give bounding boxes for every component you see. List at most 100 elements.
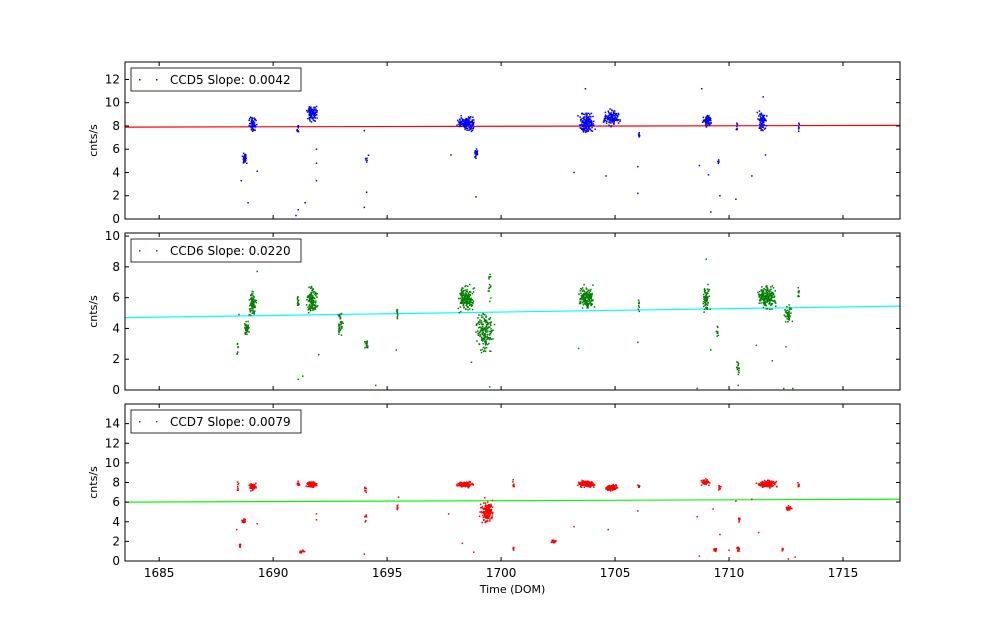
data-point <box>308 109 311 112</box>
data-point <box>485 336 487 339</box>
data-point <box>706 121 708 123</box>
data-point <box>582 119 584 122</box>
data-point <box>252 290 254 293</box>
data-point <box>297 480 299 483</box>
data-point <box>315 114 318 116</box>
data-point <box>312 481 315 483</box>
data-point <box>484 502 487 504</box>
data-point <box>475 331 477 333</box>
data-point <box>297 301 299 303</box>
data-point <box>696 387 698 390</box>
data-point <box>702 116 705 119</box>
data-point <box>611 109 613 111</box>
data-point <box>364 341 366 343</box>
data-point <box>470 299 472 301</box>
data-point <box>716 332 719 334</box>
data-point <box>770 292 773 295</box>
data-point <box>797 294 800 297</box>
data-point <box>488 515 490 518</box>
data-point <box>247 326 249 329</box>
data-point <box>481 323 483 326</box>
data-point <box>787 506 789 508</box>
data-point <box>704 299 706 302</box>
data-point <box>766 115 768 117</box>
data-point <box>703 482 706 484</box>
data-point <box>472 302 474 305</box>
data-point <box>309 293 311 296</box>
data-point <box>465 308 467 310</box>
data-point <box>462 289 465 292</box>
data-point <box>760 483 762 485</box>
data-point <box>467 116 470 118</box>
data-point <box>581 297 584 299</box>
data-point <box>253 304 256 307</box>
x-tick-label: 1695 <box>372 566 403 580</box>
data-point <box>770 296 773 299</box>
data-point <box>312 288 314 290</box>
data-point <box>252 124 255 127</box>
data-point <box>460 125 462 128</box>
data-point <box>475 148 478 150</box>
data-point <box>763 479 766 482</box>
data-point <box>314 106 316 109</box>
data-point <box>589 121 591 124</box>
y-tick-label: 2 <box>112 352 120 366</box>
data-point <box>340 323 342 325</box>
data-point <box>735 500 737 502</box>
data-point <box>617 112 620 115</box>
data-point <box>469 481 471 483</box>
data-point <box>797 481 799 484</box>
data-point <box>717 326 719 329</box>
data-point <box>603 120 605 123</box>
data-point <box>760 129 762 132</box>
x-axis-label: Time (DOM) <box>479 583 546 596</box>
data-point <box>237 483 239 486</box>
data-point <box>480 339 483 341</box>
data-point <box>579 116 581 118</box>
data-point <box>247 327 249 330</box>
data-point <box>493 323 496 326</box>
data-point <box>486 343 489 346</box>
data-point <box>310 115 313 117</box>
data-point <box>484 507 487 510</box>
data-point <box>775 305 777 308</box>
data-point <box>707 120 710 123</box>
data-point <box>638 486 640 488</box>
data-point <box>486 505 488 507</box>
data-point <box>738 519 741 522</box>
data-point <box>472 484 474 486</box>
data-point <box>701 121 704 124</box>
data-point <box>591 126 593 129</box>
data-point <box>314 114 317 117</box>
data-point <box>255 119 257 122</box>
data-point <box>586 484 589 486</box>
y-axis-label: cnts/s <box>87 124 100 157</box>
data-point <box>580 481 583 484</box>
data-point <box>592 483 595 485</box>
data-point <box>764 480 767 483</box>
data-point <box>314 307 316 309</box>
data-point <box>770 288 772 291</box>
data-point <box>481 506 484 508</box>
data-point <box>608 489 611 491</box>
data-point <box>253 122 256 124</box>
data-point <box>466 285 469 288</box>
data-point <box>765 481 768 483</box>
data-point <box>591 292 593 295</box>
data-point <box>315 484 318 487</box>
data-point <box>584 480 586 483</box>
data-point <box>759 294 762 296</box>
data-point <box>702 481 705 483</box>
data-point <box>308 482 310 484</box>
data-point <box>588 125 590 127</box>
data-point <box>244 332 246 334</box>
data-point <box>615 484 617 486</box>
data-point <box>310 481 312 483</box>
data-point <box>614 116 617 119</box>
data-point <box>314 120 317 122</box>
data-point <box>759 113 761 115</box>
data-point <box>760 118 763 121</box>
data-point <box>470 124 473 126</box>
data-point <box>487 323 489 326</box>
